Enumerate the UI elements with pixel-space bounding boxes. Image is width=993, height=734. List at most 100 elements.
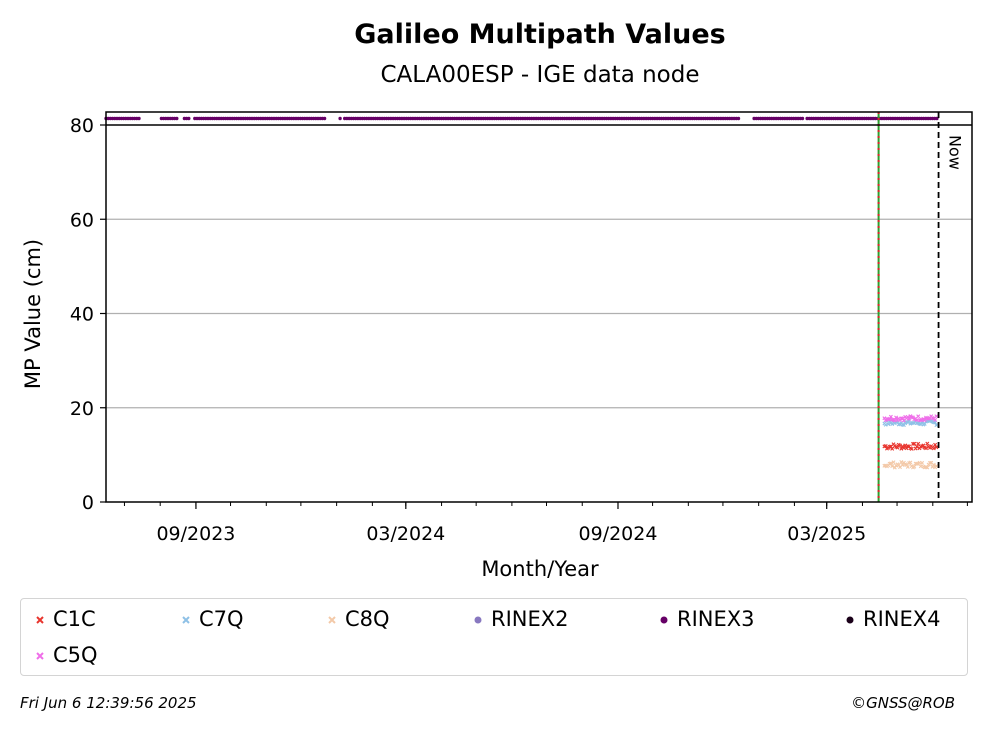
data-point [907,416,912,421]
legend-item-rinex4: RINEX4 [845,607,941,631]
data-point [914,421,919,426]
data-point [931,462,936,467]
data-point [916,441,921,446]
now-label: Now [946,135,965,170]
x-axis-label: Month/Year [481,557,599,581]
multipath-chart: Galileo Multipath Values CALA00ESP - IGE… [21,19,973,581]
cross-marker-icon [36,616,44,624]
y-tick-label: 80 [70,115,94,137]
data-point [909,446,914,451]
data-point [922,421,927,426]
y-axis: 0 20 40 60 80 [70,115,106,514]
series-c5q [882,414,939,423]
data-point [899,460,904,464]
data-point [904,446,909,451]
series-c1c [882,441,939,451]
data-point [883,422,888,427]
legend-label: C1C [53,607,96,631]
data-point [908,460,913,465]
cross-marker-icon [36,652,44,660]
dot-marker-icon [846,616,854,624]
data-point [888,461,893,466]
data-point [921,443,926,448]
legend-label: C5Q [53,643,98,667]
rinex3-point [800,116,805,121]
y-tick-label: 60 [70,209,94,231]
data-point [903,443,908,448]
availability-strip [104,116,939,121]
rinex3-segment [159,116,179,121]
rinex3-segment [752,116,805,121]
series-c8q [882,460,939,470]
legend: C1C C7Q C8Q RINEX2 RINEX3 RINEX4 C5Q [20,598,968,676]
legend-label: C7Q [199,607,244,631]
copyright: ©GNSS@ROB [851,694,955,712]
data-point [890,464,895,469]
y-axis-label: MP Value (cm) [21,239,45,389]
y-tick-label: 40 [70,304,94,326]
data-point [886,422,891,427]
rinex3-point [736,116,741,121]
data-point [912,441,917,446]
data-point [933,442,938,447]
data-point [887,417,892,422]
legend-item-c7q: C7Q [181,607,244,631]
data-point [914,444,919,449]
legend-item-c5q: C5Q [35,643,98,667]
vertical-markers: Now [877,112,965,502]
data-point [891,460,896,465]
x-tick-label: 09/2023 [156,523,235,545]
y-tick-label: 20 [70,398,94,420]
data-point [916,414,921,419]
data-point [883,444,888,448]
rinex3-point [175,116,179,121]
chart-subtitle: CALA00ESP - IGE data node [380,62,699,88]
y-tick-label: 0 [82,492,94,514]
rinex3-point [322,116,327,121]
rinex3-segment [182,116,191,121]
data-point [912,464,917,469]
data-point [933,417,938,422]
data-point [899,446,904,451]
x-axis: 09/2023 03/2024 09/2024 03/2025 [123,502,968,545]
rinex3-segment [805,116,939,121]
rinex3-segment [193,116,327,121]
x-tick-label: 03/2024 [366,523,445,545]
data-point [924,446,928,451]
timestamp: Fri Jun 6 12:39:56 2025 [20,694,197,712]
data-point [894,415,899,420]
x-tick-label: 03/2025 [787,523,866,545]
rinex3-point [338,116,342,121]
rinex3-segment [104,116,141,121]
dot-marker-icon [474,616,482,624]
rinex3-segment [343,116,741,121]
legend-item-c1c: C1C [35,607,96,631]
rinex3-point [137,116,141,121]
grid-lines [106,218,972,409]
data-point [900,463,905,467]
data-point [934,423,939,428]
data-points [882,414,939,470]
x-tick-label: 09/2024 [579,523,658,545]
rinex3-point [187,116,191,121]
data-point [920,460,925,465]
legend-item-rinex3: RINEX3 [659,607,755,631]
cross-marker-icon [182,616,190,624]
legend-label: C8Q [345,607,390,631]
data-point [934,464,939,468]
legend-item-rinex2: RINEX2 [473,607,569,631]
legend-label: RINEX3 [677,607,755,631]
data-point [898,443,902,448]
data-point [934,445,939,450]
dot-marker-icon [660,616,668,624]
rinex3-segment [338,116,342,121]
cross-marker-icon [328,616,336,624]
data-point [905,464,910,469]
data-point [890,446,895,451]
data-point [888,414,893,419]
legend-label: RINEX4 [863,607,941,631]
data-point [925,441,930,446]
legend-label: RINEX2 [491,607,569,631]
data-point [934,414,939,419]
data-point [931,446,936,451]
